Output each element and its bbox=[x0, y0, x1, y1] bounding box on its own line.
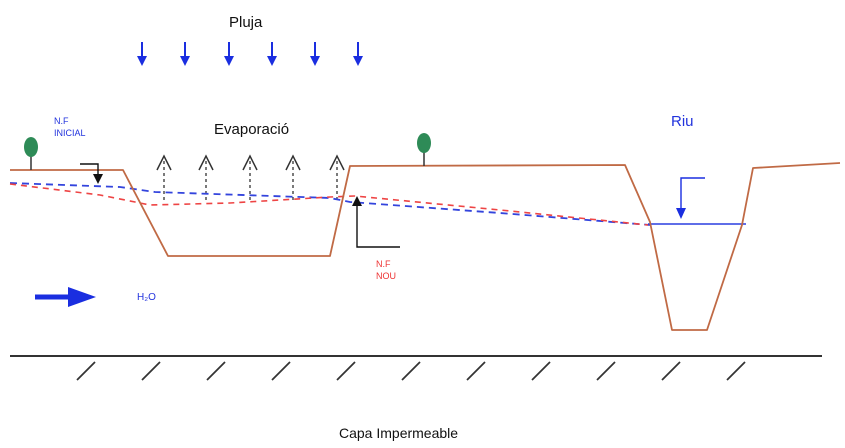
rain-arrow-icon bbox=[180, 42, 190, 66]
new-water-table-label-line1: N.F bbox=[376, 259, 391, 269]
tree-icon bbox=[417, 133, 431, 166]
rain-arrow-icon bbox=[353, 42, 363, 66]
water-label: H₂O bbox=[137, 292, 156, 303]
rain-arrow-icon bbox=[224, 42, 234, 66]
rain-label: Pluja bbox=[229, 14, 263, 31]
impermeable-layer-hatching bbox=[76, 361, 746, 381]
flow-arrow-icon bbox=[35, 287, 96, 307]
initial-water-table-line bbox=[9, 182, 651, 226]
evaporation-arrow-icon bbox=[242, 154, 258, 200]
evaporation-arrow-icon bbox=[329, 154, 345, 200]
evaporation-label: Evaporació bbox=[214, 121, 290, 138]
initial-water-table-label: N.F INICIAL bbox=[54, 115, 86, 139]
rain-arrow-icon bbox=[267, 42, 277, 66]
new-water-table-line bbox=[9, 183, 649, 226]
tree-icon bbox=[24, 137, 38, 170]
evaporation-arrow-icon bbox=[285, 154, 301, 200]
evaporation-arrow-icon bbox=[156, 154, 172, 200]
impermeable-layer-label: Capa Impermeable bbox=[339, 425, 459, 441]
initial-water-table-pointer bbox=[80, 163, 103, 184]
new-water-table-label: N.F NOU bbox=[376, 258, 396, 282]
rain-arrow-icon bbox=[310, 42, 320, 66]
evaporation-arrows bbox=[156, 154, 345, 200]
rain-arrow-icon bbox=[137, 42, 147, 66]
rain-arrows bbox=[137, 42, 363, 66]
new-water-table-label-line2: NOU bbox=[376, 271, 396, 281]
initial-water-table-label-line1: N.F bbox=[54, 116, 69, 126]
terrain-profile bbox=[10, 162, 841, 331]
river-label: Riu bbox=[671, 113, 694, 130]
initial-water-table-label-line2: INICIAL bbox=[54, 128, 86, 138]
new-water-table-pointer bbox=[352, 196, 400, 248]
river-level-pointer bbox=[676, 177, 705, 219]
